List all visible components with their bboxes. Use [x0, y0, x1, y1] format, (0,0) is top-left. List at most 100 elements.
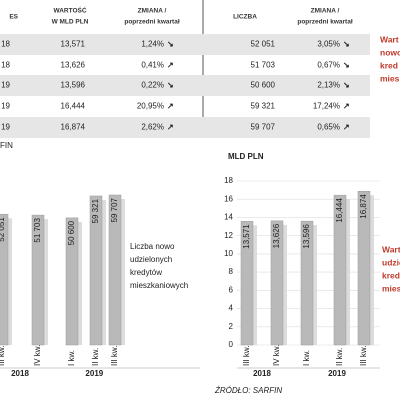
y-tick-label: 14: [224, 213, 233, 222]
y-tick-label: 8: [229, 267, 234, 276]
side-note: Wart: [382, 244, 400, 254]
legend-text: udzielonych: [130, 255, 172, 264]
row-band: [0, 34, 370, 55]
trend-arrow: ↘: [167, 40, 174, 49]
side-note: kred: [380, 60, 398, 70]
year-label: 2019: [328, 369, 346, 378]
bar-label: 16,444: [335, 198, 344, 223]
period-cell: 18: [1, 40, 10, 49]
x-tick-label: II kw.: [91, 348, 100, 366]
table-header: poprzedni kwartał: [297, 19, 352, 26]
source: ŹRÓDŁO: SARFIN: [214, 386, 282, 395]
x-tick-label: I kw.: [67, 350, 76, 366]
y-tick-label: 12: [224, 231, 233, 240]
bar: [31, 214, 45, 346]
value-cell: 16,444: [61, 102, 86, 111]
side-note: udzie: [382, 257, 400, 267]
bar-shadow: [253, 225, 257, 345]
period-cell: 19: [1, 123, 10, 132]
change-cell: 0,41%: [141, 61, 164, 70]
x-tick-label: I kw.: [302, 350, 311, 366]
change-cell: 0,67%: [317, 61, 340, 70]
x-tick-label: IV kw.: [272, 345, 281, 366]
bar-shadow: [44, 219, 48, 345]
change-cell: 1,24%: [141, 40, 164, 49]
row-band: [0, 75, 370, 96]
bar: [89, 195, 103, 346]
legend-text: kredytów: [130, 268, 162, 277]
x-tick-label: III kw.: [242, 346, 251, 366]
bar: [333, 194, 347, 346]
bar: [0, 213, 9, 346]
change-cell: 2,62%: [141, 123, 164, 132]
count-cell: 52 051: [251, 40, 276, 49]
trend-arrow: ↘: [343, 40, 350, 49]
trend-arrow: ↘: [343, 61, 350, 70]
bar-shadow: [102, 199, 106, 345]
change-cell: 20,95%: [137, 102, 164, 111]
bar: [357, 191, 371, 346]
bar-shadow: [78, 221, 82, 345]
table-header: W MLD PLN: [52, 19, 89, 26]
bar-label: 59 321: [91, 198, 100, 223]
x-tick-label: II kw.: [335, 348, 344, 366]
bar: [65, 217, 79, 346]
x-tick-label: III kw.: [0, 346, 6, 366]
x-tick-label: III kw.: [110, 346, 119, 366]
bar-shadow: [8, 218, 12, 345]
table-header: LICZBA: [233, 14, 257, 21]
bar-shadow: [346, 199, 350, 345]
side-note: kred: [382, 270, 400, 280]
count-cell: 51 703: [251, 61, 276, 70]
side-note: nowo: [380, 47, 400, 57]
y-tick-label: 6: [229, 285, 234, 294]
year-label: 2019: [85, 369, 103, 378]
bar-label: 13,596: [302, 224, 311, 249]
side-note: mies: [382, 283, 400, 293]
bar: [240, 221, 254, 346]
trend-arrow: ↗: [167, 102, 174, 111]
y-tick-label: 10: [224, 249, 233, 258]
change-cell: 3,05%: [317, 40, 340, 49]
bar-label: 16,874: [359, 194, 368, 219]
source: FIN: [0, 141, 13, 150]
bar-label: 50 600: [67, 220, 76, 245]
y-tick-label: 18: [224, 176, 233, 185]
bar: [108, 194, 122, 346]
table-header: ES: [9, 14, 18, 21]
bar: [300, 220, 314, 346]
y-tick-label: 16: [224, 194, 233, 203]
bar-label: 51 703: [33, 218, 42, 243]
side-note: Wart: [380, 34, 399, 44]
bar-label: 52 051: [0, 217, 6, 242]
y-tick-label: 2: [229, 322, 234, 331]
row-band: [0, 117, 370, 138]
trend-arrow: ↗: [167, 61, 174, 70]
trend-arrow: ↘: [343, 81, 350, 90]
count-cell: 59 707: [251, 123, 276, 132]
change-cell: 2,13%: [317, 81, 340, 90]
change-cell: 0,22%: [141, 81, 164, 90]
bar-label: 13,571: [242, 224, 251, 249]
x-tick-label: IV kw.: [33, 345, 42, 366]
value-cell: 13,626: [61, 61, 86, 70]
bar-shadow: [313, 225, 317, 345]
table-header: ZMIANA /: [311, 8, 340, 15]
trend-arrow: ↗: [343, 123, 350, 132]
count-cell: 59 321: [251, 102, 276, 111]
value-cell: 13,596: [61, 81, 86, 90]
period-cell: 19: [1, 102, 10, 111]
table-header: WARTOŚĆ: [53, 6, 86, 15]
period-cell: 18: [1, 61, 10, 70]
period-cell: 19: [1, 81, 10, 90]
count-cell: 50 600: [251, 81, 276, 90]
year-label: 2018: [253, 369, 271, 378]
trend-arrow: ↘: [167, 81, 174, 90]
bar-label: 13,626: [272, 223, 281, 248]
change-cell: 17,24%: [313, 102, 340, 111]
value-cell: 13,571: [61, 40, 86, 49]
y-tick-label: 0: [229, 340, 234, 349]
bar-shadow: [283, 224, 287, 345]
bar-shadow: [370, 195, 374, 345]
